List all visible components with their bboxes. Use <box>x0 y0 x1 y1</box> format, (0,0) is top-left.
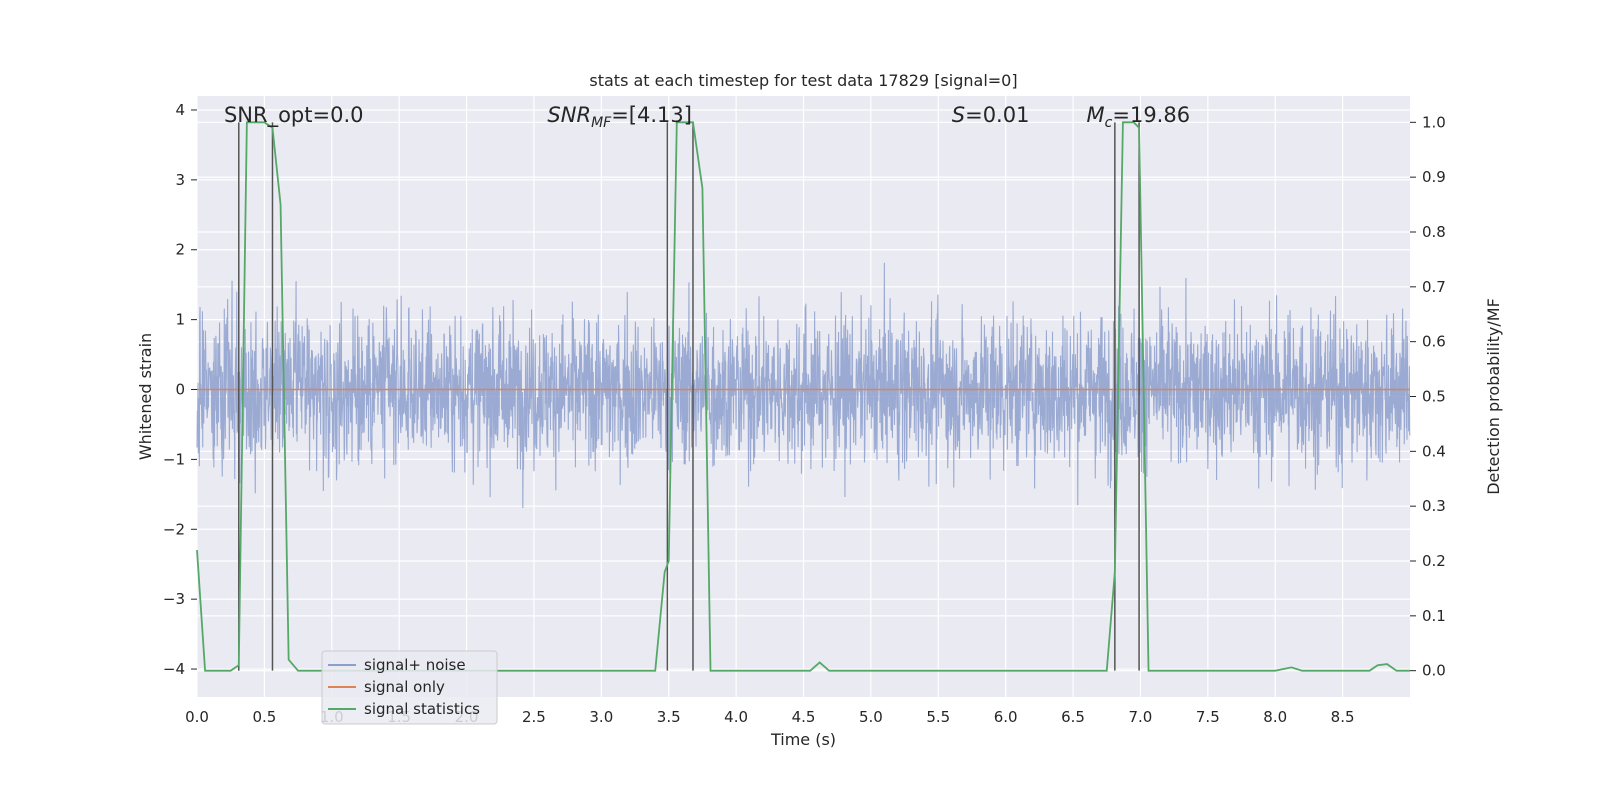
y2-tick-label-3: 0.7 <box>1422 278 1446 296</box>
annotation-0: SNR_opt=0.0 <box>224 103 364 128</box>
annotation-3: Mc=19.86 <box>1087 103 1191 131</box>
y2-tick-label-0: 1.0 <box>1422 113 1446 131</box>
grid-lines <box>196 96 1410 697</box>
legend-label-statistics: signal statistics <box>364 700 480 718</box>
chart-title: stats at each timestep for test data 178… <box>589 71 1017 90</box>
x-tick-label-1: 0.5 <box>252 708 276 726</box>
y2-axis-ticks: 1.0 0.9 0.8 0.7 0.6 0.5 0.4 0.3 0.2 0.1 0.0 <box>1410 113 1446 680</box>
y-tick-label-1: 3 <box>175 171 185 189</box>
y-tick-label-3: 1 <box>175 311 185 329</box>
annotation-1: SNRMF=[4.13] <box>547 103 692 131</box>
y2-tick-label-10: 0.0 <box>1422 662 1446 680</box>
y2-tick-label-7: 0.3 <box>1422 497 1446 515</box>
y2-tick-label-9: 0.1 <box>1422 607 1446 625</box>
x-tick-label-15: 7.5 <box>1196 708 1220 726</box>
x-tick-label-16: 8.0 <box>1263 708 1287 726</box>
y-tick-label-8: −4 <box>163 660 185 678</box>
x-tick-label-17: 8.5 <box>1331 708 1355 726</box>
y2-axis-label: Detection probability/MF <box>1484 298 1503 495</box>
y2-tick-label-4: 0.6 <box>1422 333 1446 351</box>
x-tick-label-14: 7.0 <box>1129 708 1153 726</box>
legend-box <box>321 650 498 725</box>
y2-tick-label-8: 0.2 <box>1422 552 1446 570</box>
x-tick-label-9: 4.5 <box>792 708 816 726</box>
x-axis-label: Time (s) <box>770 730 836 749</box>
x-tick-label-11: 5.5 <box>926 708 950 726</box>
y-axis-ticks: 4 3 2 1 0 −1 −2 −3 −4 <box>163 101 197 678</box>
annotation-2: S=0.01 <box>952 103 1030 127</box>
x-tick-label-10: 5.0 <box>859 708 883 726</box>
y2-tick-label-2: 0.8 <box>1422 223 1446 241</box>
x-tick-label-12: 6.0 <box>994 708 1018 726</box>
statistics-line <box>196 121 1410 672</box>
y-tick-label-5: −1 <box>163 450 185 468</box>
y-tick-label-2: 2 <box>175 241 185 259</box>
x-tick-label-5: 2.5 <box>522 708 546 726</box>
y-tick-label-4: 0 <box>175 381 185 399</box>
x-tick-label-0: 0.0 <box>185 708 209 726</box>
noise-series-group <box>196 262 1411 508</box>
x-tick-label-7: 3.5 <box>657 708 681 726</box>
y2-tick-label-5: 0.5 <box>1422 388 1446 406</box>
y-tick-label-6: −2 <box>163 520 185 538</box>
annotations: SNR_opt=0.0 SNRMF=[4.13] S=0.01 Mc=19.86 <box>224 103 1190 131</box>
legend: signal+ noise signal only signal statist… <box>321 650 498 725</box>
y2-tick-label-1: 0.9 <box>1422 168 1446 186</box>
legend-label-noise: signal+ noise <box>364 656 466 674</box>
x-tick-label-13: 6.5 <box>1061 708 1085 726</box>
y-axis-label: Whitened strain <box>136 333 155 460</box>
legend-label-signal-only: signal only <box>364 678 445 696</box>
y-tick-label-7: −3 <box>163 590 185 608</box>
noise-series-line <box>196 262 1411 508</box>
y-tick-label-0: 4 <box>175 101 185 119</box>
x-tick-label-6: 3.0 <box>589 708 613 726</box>
x-tick-label-8: 4.0 <box>724 708 748 726</box>
statistics-series-group <box>196 121 1410 672</box>
y2-tick-label-6: 0.4 <box>1422 442 1446 460</box>
